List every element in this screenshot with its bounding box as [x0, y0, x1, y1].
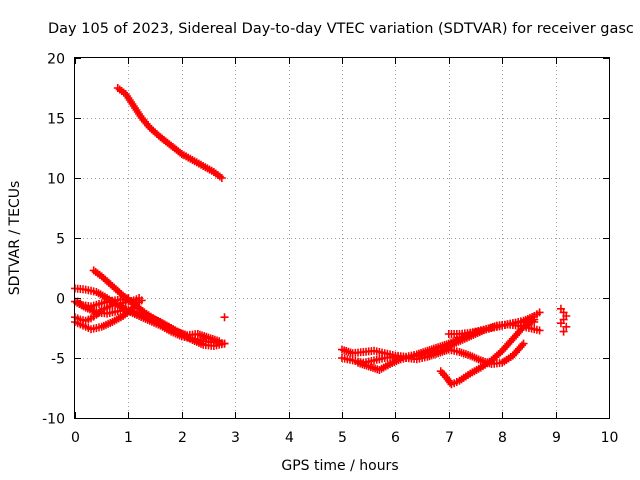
series-track-a [113, 84, 226, 182]
series-isolated-late [556, 304, 571, 336]
data-point [535, 326, 544, 335]
y-tick-label: 20 [47, 52, 65, 68]
x-tick-label: 8 [498, 430, 507, 446]
y-tick-label: 0 [56, 292, 65, 308]
data-point [135, 294, 144, 302]
x-tick-label: 10 [601, 430, 619, 446]
data-point [217, 174, 226, 182]
plot-frame [74, 57, 610, 419]
y-tick-label: 5 [56, 232, 65, 248]
axis-ticks [75, 58, 610, 419]
x-axis-label: GPS time / hours [281, 458, 398, 474]
x-tick-label: 3 [231, 430, 240, 446]
data-point [124, 294, 133, 302]
y-axis-label: SDTVAR / TECUs [7, 181, 23, 296]
x-tick-label: 9 [552, 430, 561, 446]
y-tick-label: 15 [47, 112, 65, 128]
series-isolated-early [220, 313, 229, 322]
y-tick-label: -10 [42, 412, 65, 428]
x-tick-label: 1 [124, 430, 133, 446]
y-tick-label: 10 [47, 172, 65, 188]
x-tick-label: 7 [445, 430, 454, 446]
data-point [559, 327, 568, 336]
x-tick-label: 6 [391, 430, 400, 446]
data-point [519, 339, 528, 348]
x-tick-label: 0 [71, 430, 80, 446]
series-track-l [444, 318, 539, 338]
data-points [71, 84, 571, 389]
data-point [535, 308, 544, 317]
x-tick-label: 5 [338, 430, 347, 446]
data-point [556, 319, 565, 328]
x-tick-label: 4 [285, 430, 294, 446]
data-point [220, 339, 229, 348]
series-track-g [73, 294, 133, 311]
data-point [562, 322, 571, 331]
tick-labels: 0 1 2 3 4 5 6 7 8 9 10 -10 -5 0 5 10 15 20 [42, 52, 618, 447]
data-point [530, 318, 539, 326]
y-tick-label: -5 [51, 352, 65, 368]
chart-title: Day 105 of 2023, Sidereal Day-to-day VTE… [48, 21, 634, 37]
series-track-j [354, 320, 544, 374]
data-point [220, 313, 229, 322]
x-tick-label: 2 [178, 430, 187, 446]
grid-lines [75, 58, 609, 418]
